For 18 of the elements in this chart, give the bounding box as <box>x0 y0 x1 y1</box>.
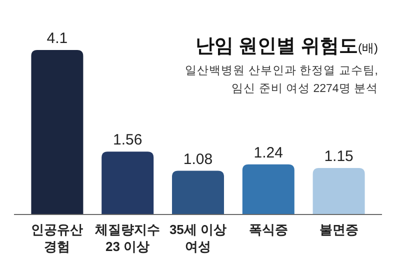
data-label: 1.56 <box>113 132 142 149</box>
bar <box>31 50 84 214</box>
bar <box>172 170 224 214</box>
y-axis-title: (배) <box>358 41 378 55</box>
chart-title: 난임 원인별 위험도 <box>195 36 358 57</box>
x-tick-label: 35세 이상 여성 <box>169 222 227 254</box>
bar <box>102 152 154 214</box>
data-label: 1.24 <box>254 144 283 162</box>
data-label: 4.1 <box>46 30 68 47</box>
x-tick-label: 인공유산 경험 <box>31 222 84 254</box>
text: 일산백병원 산부인과 한정열 교수팀, 임신 준비 여성 2274명 분석 <box>185 65 378 95</box>
data-label: 1.15 <box>324 148 354 165</box>
x-tick-label: 불면증 <box>319 222 358 237</box>
bar <box>312 168 365 214</box>
x-tick-label: 체질량지수 23 이상 <box>94 222 160 254</box>
x-tick-label: 폭식증 <box>248 222 288 237</box>
bar <box>242 164 294 214</box>
data-label: 1.08 <box>183 150 213 168</box>
